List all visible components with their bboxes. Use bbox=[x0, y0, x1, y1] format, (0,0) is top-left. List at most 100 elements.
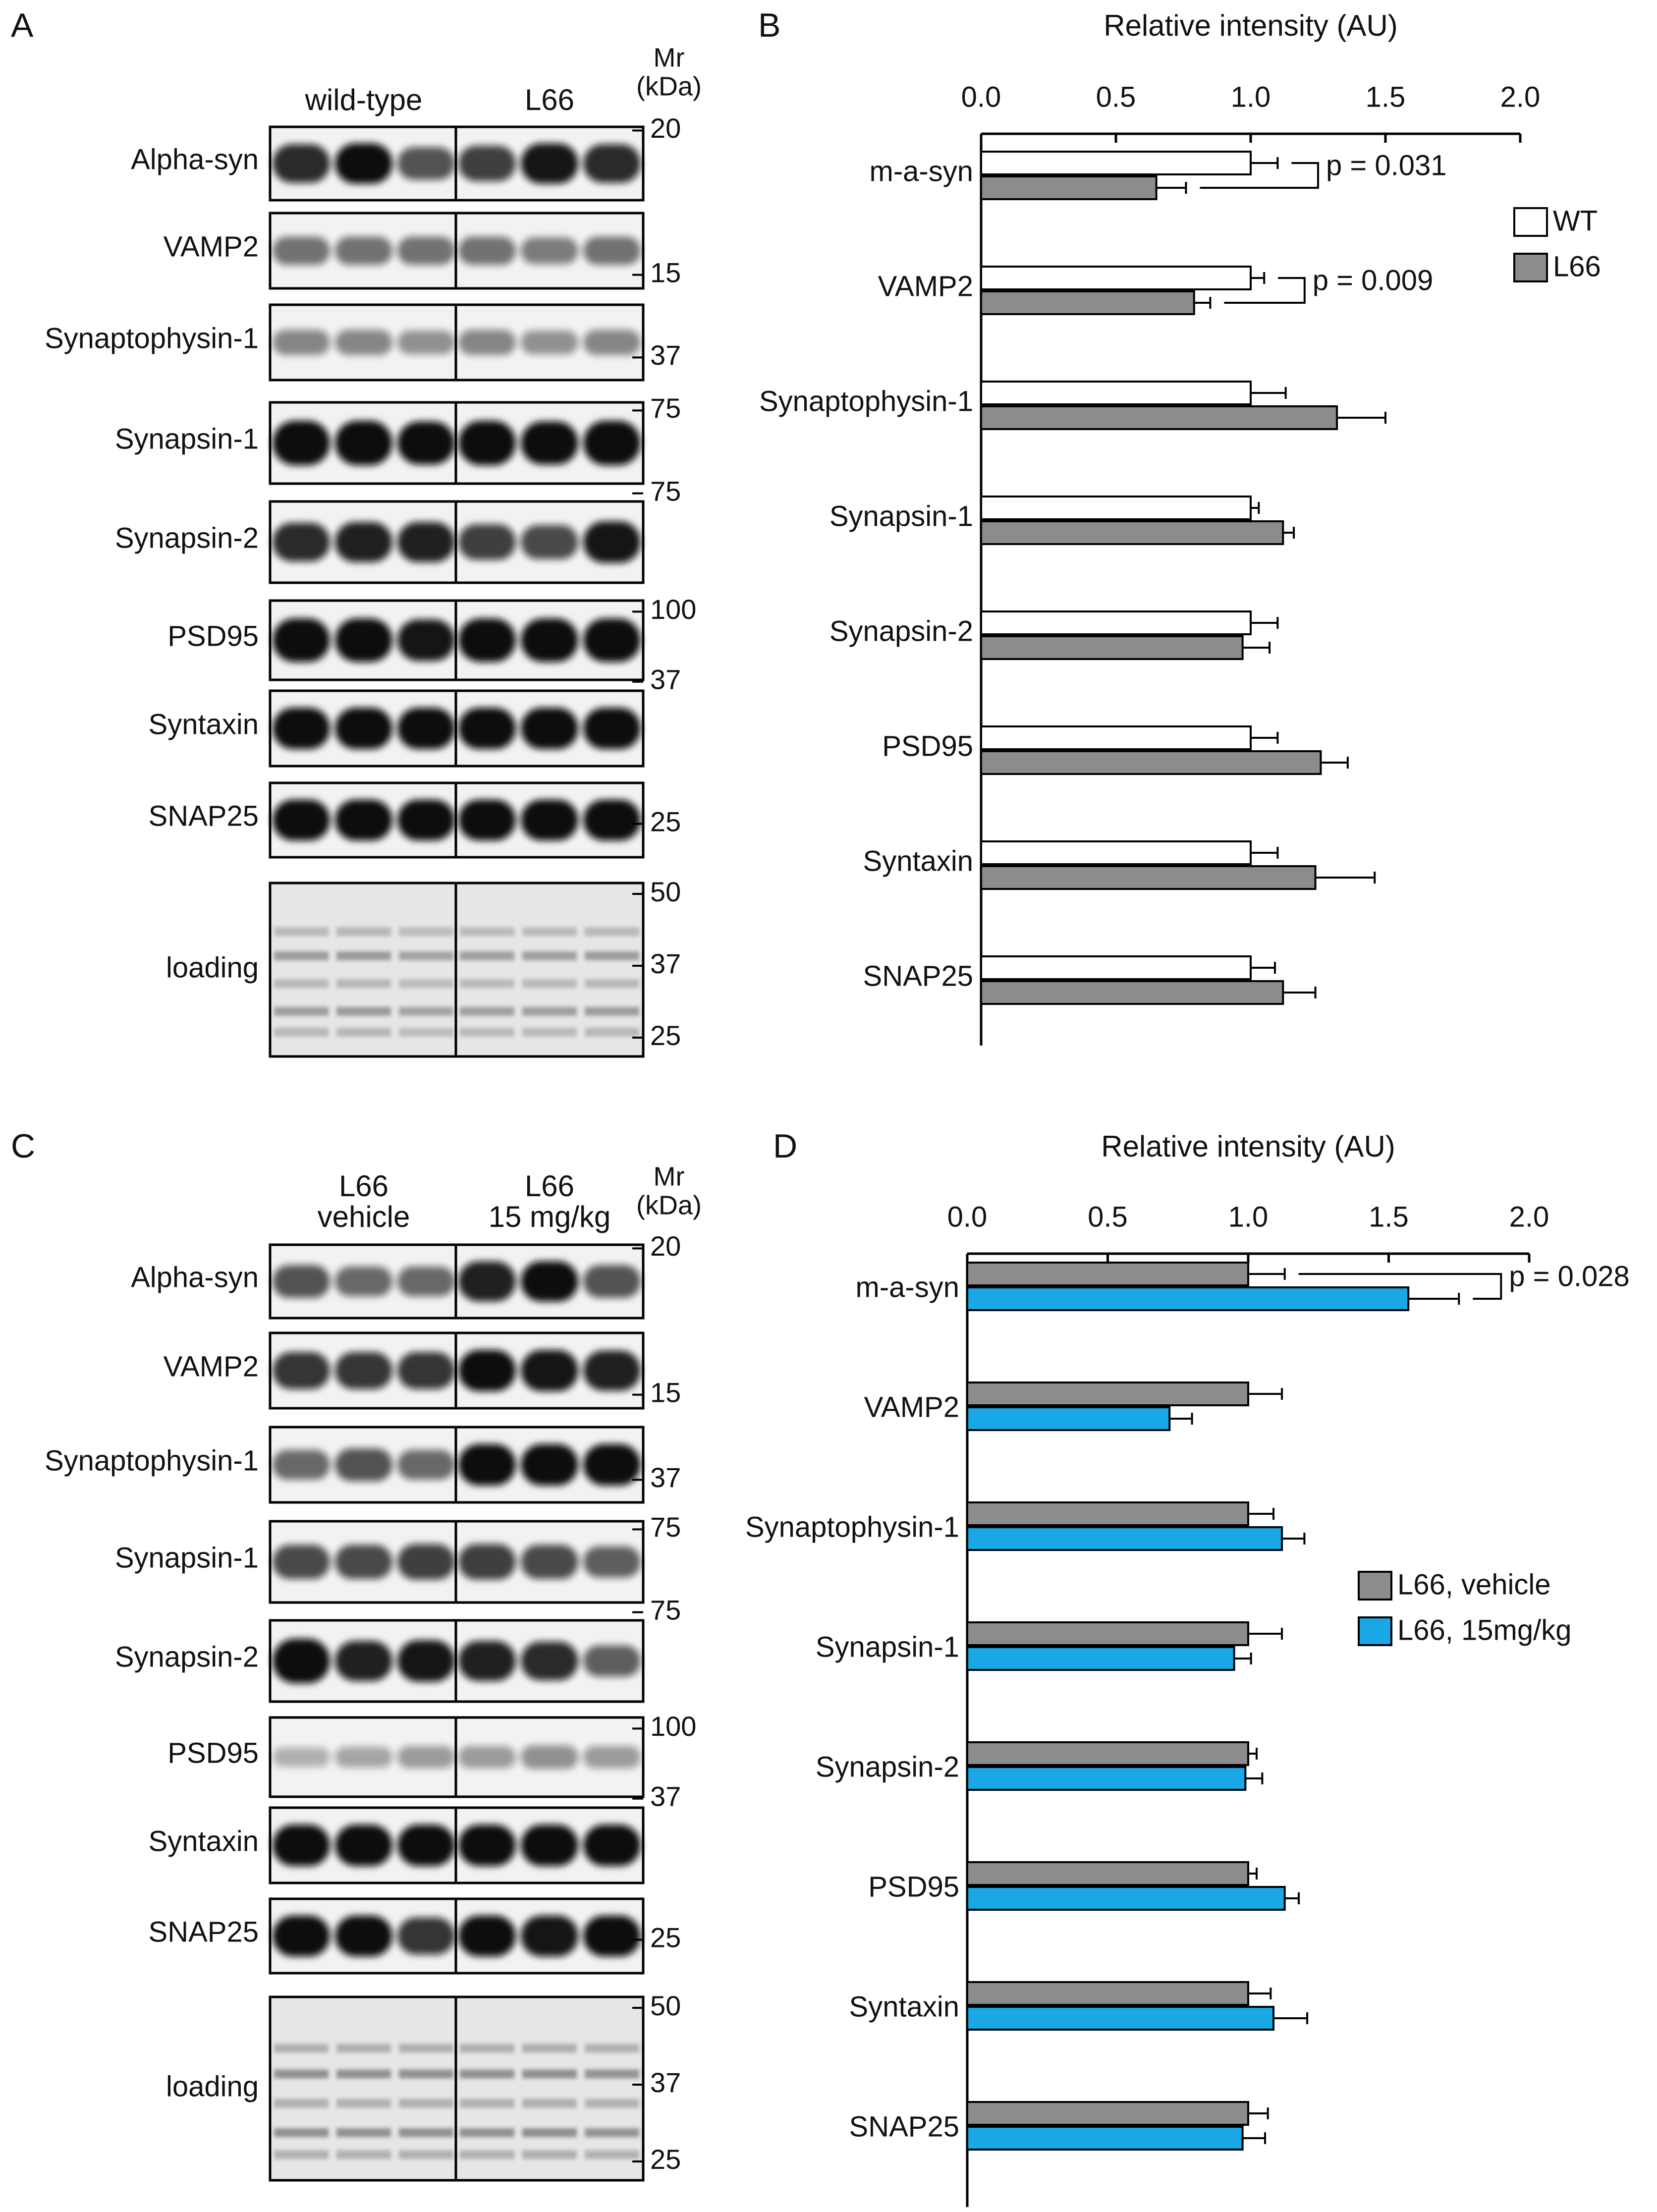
group-label: 15 mg/kg bbox=[489, 1200, 611, 1233]
x-tick-label: 2.0 bbox=[1509, 1201, 1549, 1233]
protein-band bbox=[583, 799, 641, 841]
protein-band bbox=[521, 143, 578, 184]
marker-label: 75 bbox=[650, 1511, 681, 1543]
bar bbox=[966, 1981, 1249, 2006]
protein-band bbox=[521, 708, 578, 749]
category-label: m-a-syn bbox=[870, 155, 973, 187]
protein-band bbox=[521, 1745, 578, 1769]
protein-band bbox=[397, 1825, 455, 1866]
loading-band bbox=[460, 979, 514, 988]
protein-band bbox=[397, 236, 455, 265]
marker-label: 37 bbox=[650, 339, 681, 371]
bar bbox=[966, 1646, 1235, 1671]
protein-band bbox=[397, 522, 455, 562]
loading-band bbox=[460, 927, 514, 936]
bar bbox=[980, 405, 1338, 430]
marker-label: 75 bbox=[650, 1594, 681, 1625]
marker-label: 100 bbox=[650, 594, 696, 625]
category-label: Syntaxin bbox=[863, 845, 973, 877]
protein-band bbox=[583, 144, 641, 183]
protein-band bbox=[583, 236, 641, 265]
p-value-label: p = 0.009 bbox=[1313, 264, 1434, 296]
protein-band bbox=[335, 330, 392, 355]
marker-label: 75 bbox=[650, 392, 681, 424]
protein-band bbox=[273, 1825, 330, 1866]
blot-box-border bbox=[454, 1995, 645, 2182]
bar bbox=[980, 840, 1252, 865]
loading-band bbox=[522, 979, 577, 988]
protein-band bbox=[521, 525, 578, 559]
protein-band bbox=[458, 524, 516, 560]
protein-band bbox=[521, 799, 578, 841]
protein-band bbox=[397, 1450, 455, 1480]
protein-band bbox=[583, 1265, 641, 1298]
x-tick-label: 2.0 bbox=[1500, 81, 1541, 113]
category-label: Synapsin-1 bbox=[816, 1631, 959, 1663]
loading-band bbox=[460, 1007, 514, 1016]
blot-box-border bbox=[454, 125, 645, 202]
loading-band bbox=[522, 951, 577, 960]
blot-label: Alpha-syn bbox=[131, 143, 259, 175]
marker-label: 20 bbox=[650, 1230, 681, 1262]
loading-band bbox=[336, 979, 391, 988]
bar bbox=[980, 750, 1322, 775]
loading-band bbox=[522, 927, 577, 936]
protein-band bbox=[335, 1448, 392, 1481]
protein-band bbox=[521, 1444, 578, 1486]
mr-unit-label: (kDa) bbox=[636, 1190, 702, 1220]
protein-band bbox=[273, 1639, 330, 1683]
protein-band bbox=[583, 421, 641, 465]
bar bbox=[966, 1886, 1286, 1911]
mr-label: Mr bbox=[654, 43, 685, 72]
blot-label: Synapsin-2 bbox=[115, 1641, 259, 1673]
loading-band bbox=[274, 951, 329, 960]
protein-band bbox=[583, 1915, 641, 1957]
protein-band bbox=[273, 1450, 330, 1480]
marker-label: 100 bbox=[650, 1711, 696, 1742]
loading-band bbox=[399, 927, 453, 936]
panel-d-bar-chart: D Relative intensity (AU) 0.0 0.5 1.0 1.5 2.0 m… bbox=[745, 1127, 1630, 2207]
protein-band bbox=[458, 799, 516, 841]
protein-band bbox=[273, 236, 330, 265]
protein-band bbox=[458, 1544, 516, 1580]
blot-box-border bbox=[454, 599, 645, 681]
protein-band bbox=[273, 1265, 330, 1298]
group-label: L66 bbox=[339, 1169, 388, 1203]
group-label: wild-type bbox=[305, 83, 423, 116]
blot-box-bg bbox=[456, 1997, 643, 2180]
blot-label: Syntaxin bbox=[149, 1825, 259, 1857]
protein-band bbox=[397, 1746, 455, 1769]
loading-band bbox=[522, 2044, 577, 2053]
protein-band bbox=[273, 799, 330, 841]
loading-band bbox=[274, 979, 329, 988]
panel-b-bar-chart: B Relative intensity (AU) 0.0 0.5 1.0 1.5 2.0 m… bbox=[758, 6, 1601, 1046]
loading-band bbox=[522, 2099, 577, 2108]
marker-label: 37 bbox=[650, 1462, 681, 1493]
protein-band bbox=[521, 1642, 578, 1680]
bar bbox=[966, 2126, 1244, 2151]
blot-box-border bbox=[454, 781, 645, 859]
protein-band bbox=[335, 1747, 392, 1768]
loading-band bbox=[274, 927, 329, 936]
category-label: PSD95 bbox=[868, 1871, 959, 1903]
significance-bracket bbox=[1224, 277, 1306, 304]
blot-box-bg bbox=[270, 1997, 457, 2180]
legend-label: L66, 15mg/kg bbox=[1397, 1614, 1571, 1646]
p-value-label: p = 0.031 bbox=[1326, 149, 1447, 181]
loading-band bbox=[399, 2128, 453, 2137]
category-label: Synaptophysin-1 bbox=[759, 385, 973, 417]
loading-band bbox=[585, 2099, 639, 2108]
bar bbox=[980, 175, 1158, 200]
blot-box-border bbox=[454, 212, 645, 290]
protein-band bbox=[273, 1545, 330, 1579]
protein-band bbox=[273, 1915, 330, 1957]
protein-band bbox=[397, 1352, 455, 1389]
protein-band bbox=[397, 421, 455, 465]
marker-label: 15 bbox=[650, 1377, 681, 1408]
blot-box-border bbox=[454, 1897, 645, 1975]
blot-label: Synaptophysin-1 bbox=[45, 1444, 259, 1477]
protein-band bbox=[521, 618, 578, 662]
mr-unit-label: (kDa) bbox=[636, 71, 702, 101]
bar bbox=[966, 1286, 1410, 1311]
loading-band bbox=[585, 979, 639, 988]
